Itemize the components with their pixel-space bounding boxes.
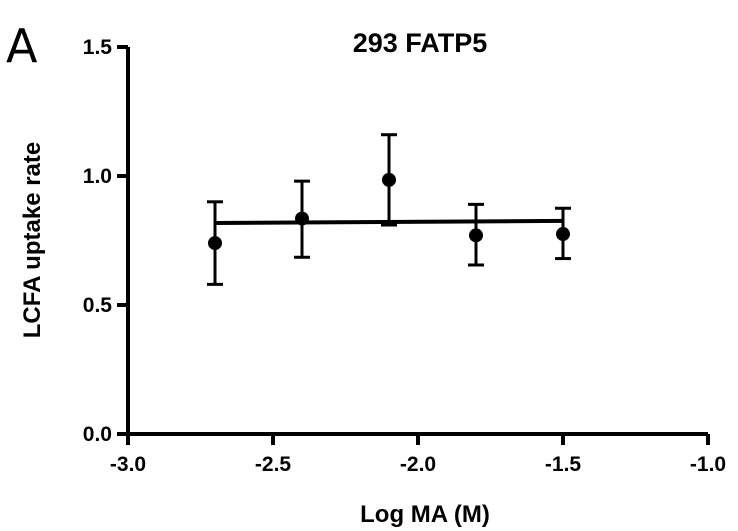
x-axis-title: Log MA (M) <box>360 501 490 528</box>
data-point <box>469 228 483 243</box>
x-tick-label: -1.0 <box>690 453 726 476</box>
x-tick-label: -2.0 <box>400 453 436 476</box>
x-tick-label: -3.0 <box>110 453 146 476</box>
x-tick-label: -1.5 <box>545 453 582 476</box>
data-point <box>295 211 309 226</box>
data-point <box>556 227 570 242</box>
chart-title: 293 FATP5 <box>353 28 488 58</box>
data-point <box>382 172 396 187</box>
y-tick-label: 0.0 <box>83 423 112 446</box>
y-tick-label: 1.5 <box>83 36 113 59</box>
axes: 0.0 0.5 1.0 1.5 -3.0 -2.5 -2.0 -1.5 -1.0 <box>83 36 726 476</box>
y-tick-label: 1.0 <box>83 165 112 188</box>
data-point <box>208 236 222 251</box>
plot-marks <box>207 133 571 286</box>
y-tick-label: 0.5 <box>83 294 113 317</box>
panel-label: A <box>6 19 38 73</box>
x-tick-label: -2.5 <box>255 453 292 476</box>
y-axis-title: LCFA uptake rate <box>19 142 46 339</box>
